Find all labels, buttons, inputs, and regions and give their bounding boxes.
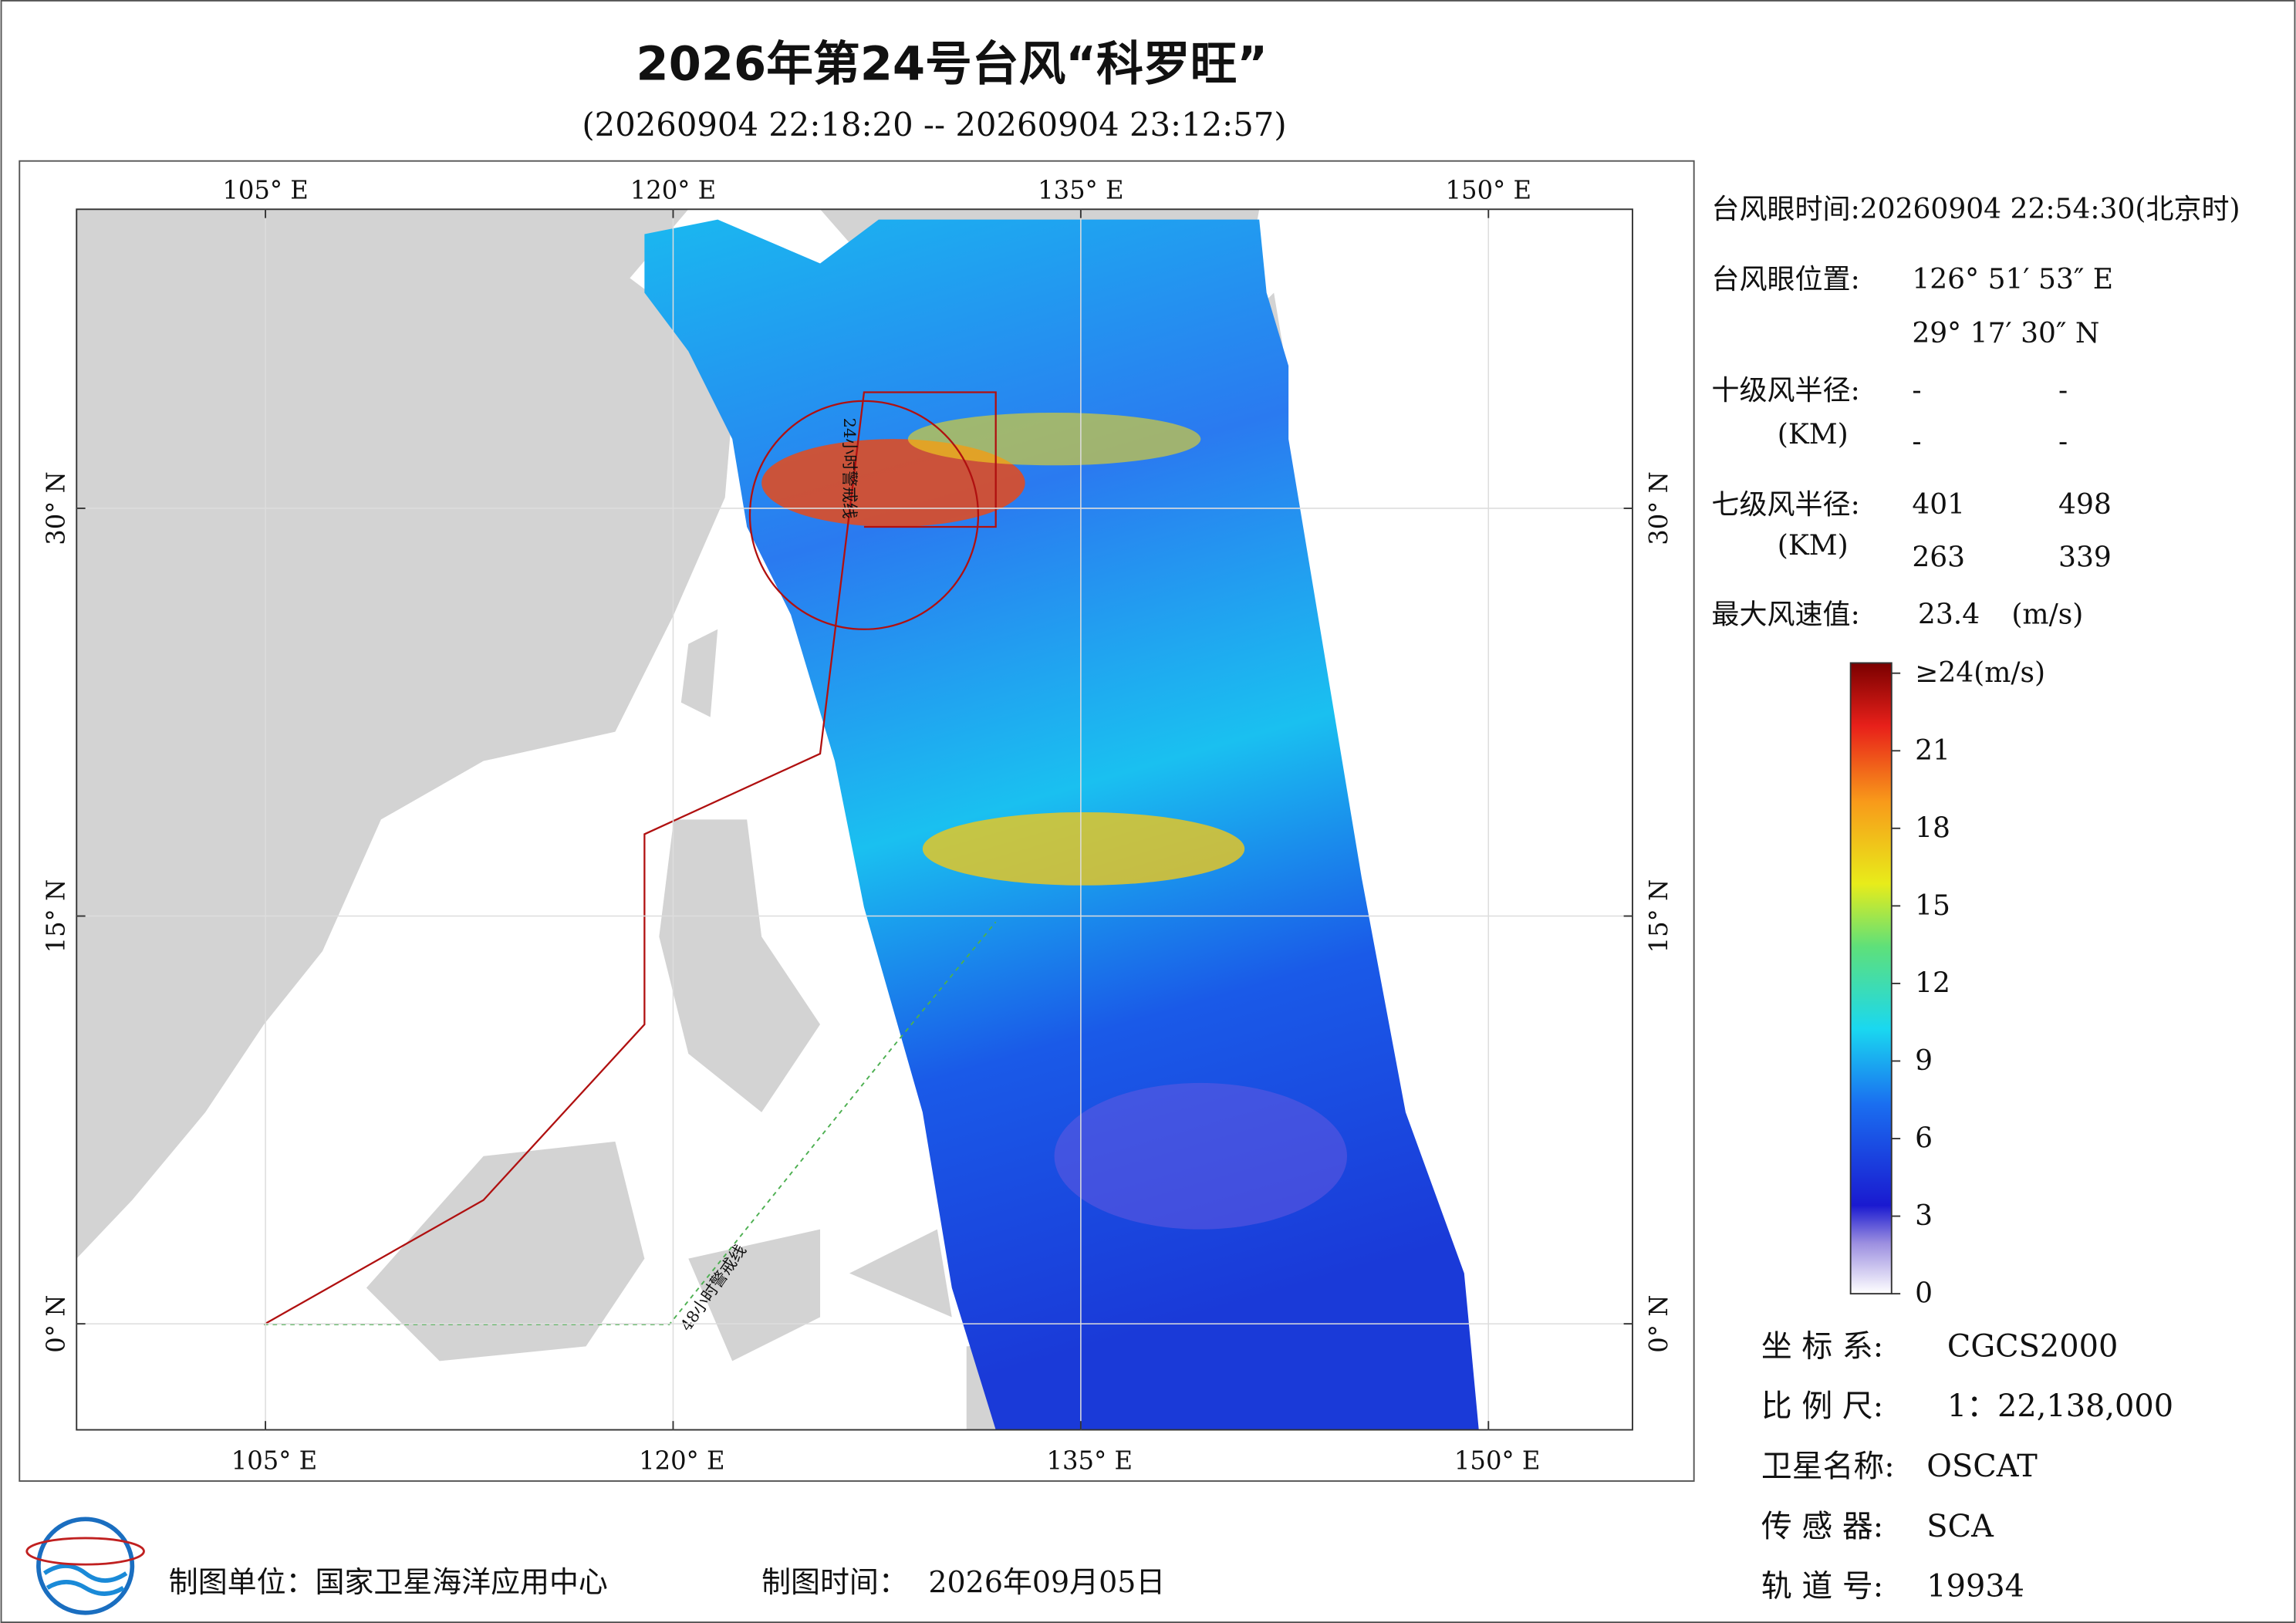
meta-value: SCA	[1926, 1509, 1994, 1544]
warning-line-24h	[263, 391, 997, 1325]
colorbar-label: ≥24(m/s)	[1915, 657, 2045, 689]
warning-line-48h	[264, 921, 997, 1325]
map-body	[76, 209, 1633, 1430]
radius-value: 263	[1912, 542, 1965, 573]
wind-maximum	[761, 439, 1025, 527]
calm-area	[1054, 1082, 1348, 1230]
land-asia	[76, 209, 733, 1259]
meta-value: 19934	[1926, 1569, 2024, 1604]
radius-value: 401	[1912, 489, 1965, 521]
meta-value: 1：22,138,000	[1947, 1388, 2173, 1424]
colorbar-label: 3	[1915, 1200, 1933, 1232]
label: 十级风半径:	[1711, 375, 1859, 407]
radius-value: -	[1912, 426, 1921, 457]
time: 2026年09月05日	[928, 1565, 1165, 1599]
colorbar-ramp	[1849, 662, 1893, 1295]
x-tick-label: 105° E	[231, 1446, 317, 1475]
y-tick-label: 15° N	[1644, 879, 1673, 953]
time-label: 制图时间：	[761, 1565, 908, 1599]
label: 七级风半径:	[1711, 489, 1859, 521]
radius-value: -	[2058, 426, 2068, 457]
x-tick-label: 150° E	[1446, 176, 1531, 205]
logo	[25, 1517, 145, 1615]
meta-label: 轨 道 号:	[1761, 1569, 1883, 1604]
title: 2026年第24号台风“科罗旺”	[636, 37, 1268, 91]
meta-label: 传 感 器:	[1761, 1509, 1883, 1544]
y-tick-label: 0° N	[42, 1295, 71, 1353]
subtitle: (20260904 22:18:20 -- 20260904 23:12:57)	[582, 106, 1286, 143]
label: 台风眼位置:	[1711, 264, 1859, 295]
colorbar-label: 6	[1915, 1123, 1933, 1155]
wind-band	[922, 812, 1245, 886]
y-tick-label: 15° N	[42, 879, 71, 953]
label: 最大风速值:	[1711, 599, 1859, 630]
value: 29° 17′ 30″ N	[1912, 318, 2099, 349]
wind-band	[907, 413, 1201, 466]
map-border	[76, 208, 1633, 1431]
y-tick-label: 0° N	[1644, 1295, 1673, 1353]
meta-label: 坐 标 系:	[1761, 1328, 1883, 1364]
wind-radius	[748, 400, 980, 630]
x-tick-label: 120° E	[630, 176, 716, 205]
meta-value: OSCAT	[1926, 1449, 2038, 1484]
x-tick-label: 120° E	[639, 1446, 724, 1475]
land-taiwan	[680, 629, 718, 717]
radius-value: 498	[2058, 489, 2112, 521]
unit: (KM)	[1778, 530, 1849, 562]
unit: (KM)	[1778, 419, 1849, 450]
colorbar-label: 18	[1915, 812, 1950, 844]
radius-value: -	[1912, 375, 1921, 407]
colorbar-label: 12	[1915, 967, 1950, 999]
x-tick-label: 135° E	[1047, 1446, 1133, 1475]
meta-value: CGCS2000	[1947, 1328, 2118, 1364]
land-philippines	[659, 819, 821, 1112]
y-tick-label: 30° N	[1644, 471, 1673, 545]
meta-label: 比 例 尺:	[1761, 1388, 1883, 1424]
meta-label: 卫星名称:	[1761, 1449, 1895, 1484]
colorbar-label: 21	[1915, 735, 1950, 767]
x-tick-label: 150° E	[1454, 1446, 1540, 1475]
land-borneo	[366, 1141, 645, 1361]
unit: (m/s)	[2011, 599, 2083, 630]
colorbar-label: 0	[1915, 1278, 1933, 1310]
y-tick-label: 30° N	[42, 471, 71, 545]
annotation: 24小时警戒线	[840, 418, 859, 519]
eye-time: 台风眼时间:20260904 22:54:30(北京时)	[1711, 194, 2240, 225]
colorbar	[1849, 662, 1893, 1295]
colorbar-label: 9	[1915, 1045, 1933, 1077]
x-tick-label: 135° E	[1038, 176, 1123, 205]
value: 23.4	[1918, 599, 1980, 630]
value: 126° 51′ 53″ E	[1912, 264, 2113, 295]
x-tick-label: 105° E	[222, 176, 308, 205]
map-frame	[19, 160, 1695, 1482]
producer: 制图单位：国家卫星海洋应用中心	[169, 1565, 608, 1599]
colorbar-label: 15	[1915, 890, 1950, 922]
radius-value: -	[2058, 375, 2068, 407]
radius-value: 339	[2058, 542, 2112, 573]
